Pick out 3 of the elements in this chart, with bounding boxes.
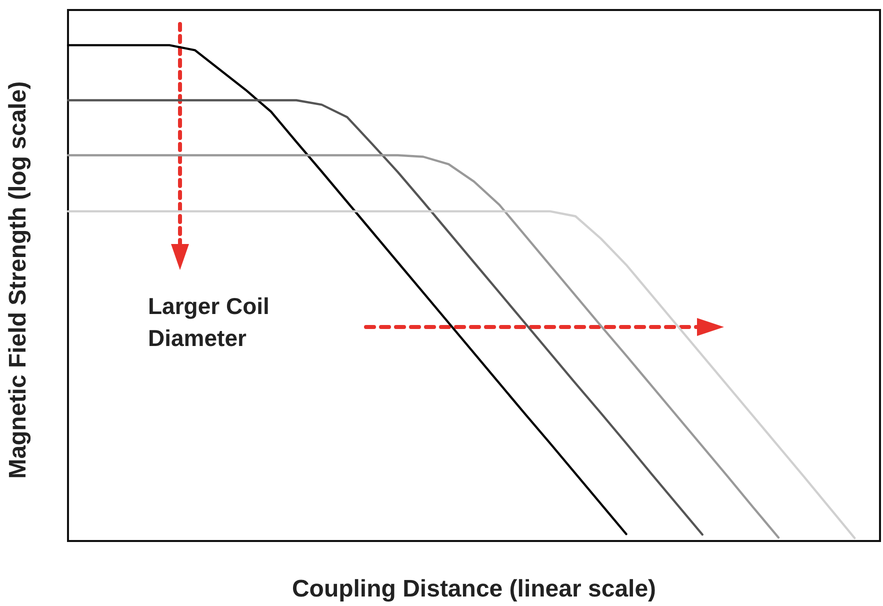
annotation: Larger Coil Diameter: [148, 293, 276, 351]
x-axis-title: Coupling Distance (linear scale): [292, 576, 656, 602]
y-axis-title: Magnetic Field Strength (log scale): [4, 81, 32, 479]
